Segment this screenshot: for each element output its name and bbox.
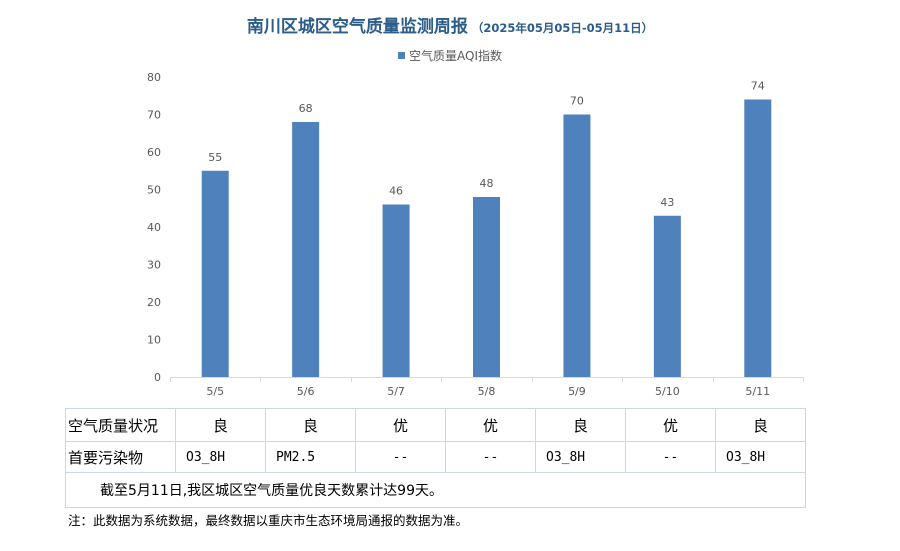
pollutant-cell: O3_8H xyxy=(175,441,266,473)
data-label: 70 xyxy=(570,95,584,108)
bar xyxy=(653,215,681,377)
legend: 空气质量AQI指数 xyxy=(0,47,900,64)
quality-cell: 良 xyxy=(175,408,266,442)
quality-cell: 良 xyxy=(535,408,626,442)
y-tick-label: 40 xyxy=(147,221,161,234)
data-label: 48 xyxy=(480,177,494,190)
pollutant-cell: -- xyxy=(355,441,446,473)
y-tick-label: 80 xyxy=(147,71,161,84)
x-tick-label: 5/7 xyxy=(387,385,405,398)
y-tick-label: 10 xyxy=(147,334,161,347)
summary-table: 空气质量状况 良 良 优 优 良 优 良 首要污染物 O3_8H PM2.5 -… xyxy=(65,408,806,508)
y-tick-label: 60 xyxy=(147,146,161,159)
data-label: 68 xyxy=(299,102,313,115)
y-tick-label: 30 xyxy=(147,259,161,272)
pollutant-cell: -- xyxy=(445,441,536,473)
quality-cell: 良 xyxy=(715,408,806,442)
quality-cell: 良 xyxy=(265,408,356,442)
data-label: 55 xyxy=(208,151,222,164)
data-label: 46 xyxy=(389,185,403,198)
bars: 55 68 46 48 70 43 74 xyxy=(201,80,772,377)
x-axis: 5/5 5/6 5/7 5/8 5/9 5/10 5/11 xyxy=(170,377,804,398)
bar xyxy=(744,99,772,377)
quality-cell: 优 xyxy=(355,408,446,442)
footnote: 注：此数据为系统数据，最终数据以重庆市生态环境局通报的数据为准。 xyxy=(68,513,469,528)
quality-row: 空气质量状况 良 良 优 优 良 优 良 xyxy=(65,408,806,442)
bar xyxy=(563,114,591,377)
cumulative-note-row: 截至5月11日,我区城区空气质量优良天数累计达99天。 xyxy=(65,472,806,508)
title-date-range: （2025年05月05日-05月11日） xyxy=(471,21,654,35)
x-tick-label: 5/11 xyxy=(745,385,770,398)
data-label: 74 xyxy=(751,80,765,93)
bar xyxy=(292,122,320,377)
quality-cell: 优 xyxy=(625,408,716,442)
quality-row-label: 空气质量状况 xyxy=(65,408,176,442)
data-label: 43 xyxy=(660,196,674,209)
x-tick-label: 5/10 xyxy=(655,385,680,398)
y-tick-label: 0 xyxy=(154,371,161,384)
pollutant-cell: O3_8H xyxy=(535,441,626,473)
y-tick-label: 50 xyxy=(147,184,161,197)
quality-cell: 优 xyxy=(445,408,536,442)
x-tick-label: 5/9 xyxy=(568,385,586,398)
pollutant-row-label: 首要污染物 xyxy=(65,441,176,473)
y-tick-label: 20 xyxy=(147,296,161,309)
legend-swatch xyxy=(398,52,405,59)
y-axis: 0 10 20 30 40 50 60 70 80 xyxy=(147,71,161,384)
pollutant-row: 首要污染物 O3_8H PM2.5 -- -- O3_8H -- O3_8H xyxy=(65,441,806,473)
legend-label: 空气质量AQI指数 xyxy=(409,49,502,63)
pollutant-cell: O3_8H xyxy=(715,441,806,473)
pollutant-cell: PM2.5 xyxy=(265,441,356,473)
bar xyxy=(382,204,410,377)
bar xyxy=(201,170,229,377)
x-tick-label: 5/6 xyxy=(297,385,315,398)
x-tick-label: 5/8 xyxy=(478,385,496,398)
bar xyxy=(473,197,500,377)
bar-chart: 0 10 20 30 40 50 60 70 80 5/5 5/6 5/7 5/8 5/9 5/10 5/1… xyxy=(147,71,804,398)
pollutant-cell: -- xyxy=(625,441,716,473)
title-main: 南川区城区空气质量监测周报 xyxy=(246,17,468,37)
y-tick-label: 70 xyxy=(147,109,161,122)
cumulative-note: 截至5月11日,我区城区空气质量优良天数累计达99天。 xyxy=(65,472,806,508)
chart-title: 南川区城区空气质量监测周报 （2025年05月05日-05月11日） xyxy=(0,12,900,37)
x-tick-label: 5/5 xyxy=(206,385,224,398)
